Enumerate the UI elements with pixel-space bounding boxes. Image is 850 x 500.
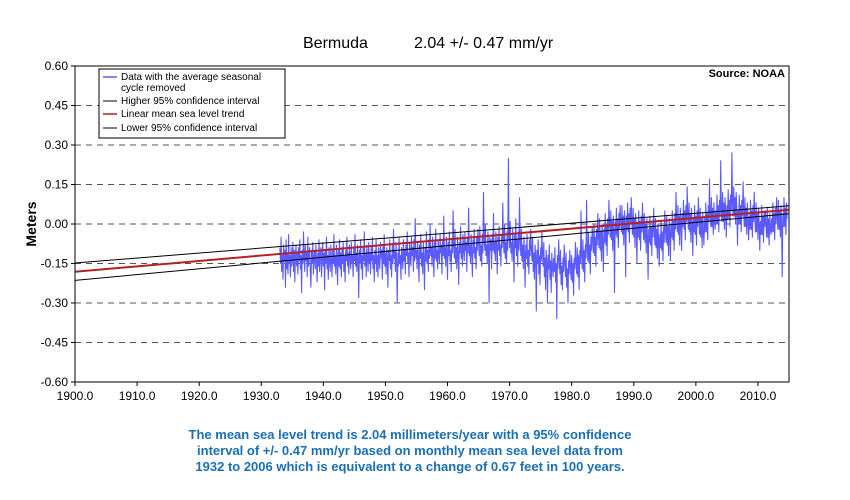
series-line-data — [279, 152, 788, 320]
legend-label-trend: Linear mean sea level trend — [121, 109, 244, 120]
y-axis-ticks: 0.60 0.45 0.30 0.15 0.00 -0.15 -0.30 -0.45 -0.60 — [41, 59, 75, 389]
x-tick-label: 1930.0 — [243, 389, 280, 403]
legend-label-data-2: cycle removed — [121, 83, 185, 94]
caption-line-2: interval of +/- 0.47 mm/yr based on mont… — [197, 443, 623, 458]
y-tick-label: 0.45 — [45, 99, 69, 113]
y-tick-label: 0.00 — [45, 217, 69, 231]
chart-svg: 0.60 0.45 0.30 0.15 0.00 -0.15 -0.30 -0.45 -0.60… — [23, 59, 790, 403]
x-tick-label: 1900.0 — [57, 389, 94, 403]
x-tick-label: 2000.0 — [678, 389, 715, 403]
x-tick-label: 1980.0 — [553, 389, 590, 403]
legend-label-higher: Higher 95% confidence interval — [121, 96, 259, 107]
x-tick-label: 1950.0 — [367, 389, 404, 403]
x-tick-label: 1970.0 — [491, 389, 528, 403]
y-tick-label: -0.15 — [41, 257, 69, 271]
legend-label-lower: Lower 95% confidence interval — [121, 123, 257, 134]
x-tick-label: 1990.0 — [615, 389, 652, 403]
y-axis-label: Meters — [23, 201, 39, 246]
series-line-higher-ci — [74, 205, 790, 264]
chart-subtitle: 2.04 +/- 0.47 mm/yr — [414, 35, 554, 52]
y-tick-label: -0.30 — [41, 296, 69, 310]
caption-line-1: The mean sea level trend is 2.04 millime… — [188, 427, 632, 442]
chart-title-row: Bermuda 2.04 +/- 0.47 mm/yr — [0, 35, 850, 57]
y-tick-label: 0.30 — [45, 138, 69, 152]
legend-box — [98, 68, 286, 139]
legend-label-data-1: Data with the average seasonal — [121, 72, 261, 83]
chart-title: Bermuda — [303, 35, 368, 52]
caption-line-3: 1932 to 2006 which is equivalent to a ch… — [195, 459, 625, 474]
x-axis-ticks: 1900.0 1910.0 1920.0 1930.0 1940.0 1950.0 1960… — [57, 382, 777, 403]
series-line-trend — [74, 208, 790, 273]
y-tick-label: 0.60 — [45, 59, 69, 73]
x-tick-label: 1910.0 — [119, 389, 156, 403]
legend: Data with the average seasonal cycle rem… — [98, 68, 286, 139]
x-tick-label: 2010.0 — [740, 389, 777, 403]
series-layer — [74, 152, 790, 320]
y-tick-label: -0.45 — [41, 336, 69, 350]
x-tick-label: 1960.0 — [429, 389, 466, 403]
x-tick-label: 1920.0 — [181, 389, 218, 403]
series-line-lower-ci — [74, 213, 790, 281]
y-tick-label: 0.15 — [45, 178, 69, 192]
chart-caption: The mean sea level trend is 2.04 millime… — [160, 427, 660, 475]
y-tick-label: -0.60 — [41, 375, 69, 389]
x-tick-label: 1940.0 — [305, 389, 342, 403]
source-note: Source: NOAA — [709, 68, 785, 80]
